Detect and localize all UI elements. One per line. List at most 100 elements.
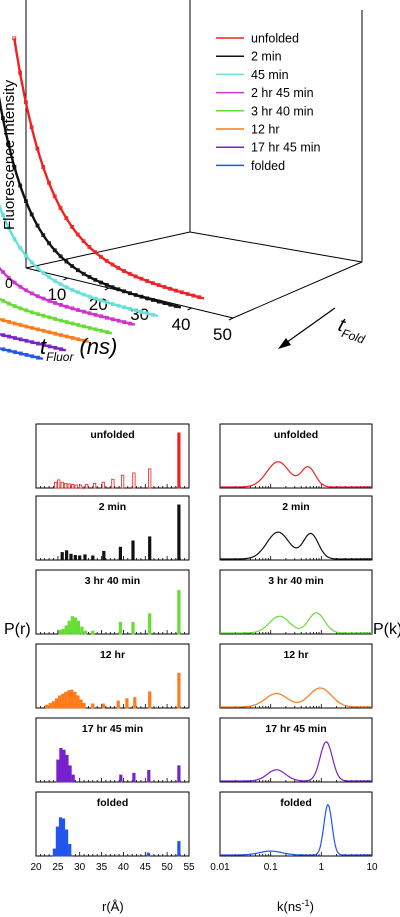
k-axis-label-main: k(ns: [277, 899, 302, 914]
pk-curve: [220, 461, 372, 488]
data-point: [41, 343, 46, 347]
data-point: [24, 338, 29, 343]
data-point: [59, 347, 63, 352]
data-point: [87, 245, 92, 249]
x-axis-label-unit: (ns): [79, 334, 117, 359]
pk-panel-title: 3 hr 40 min: [268, 575, 323, 587]
decay-series-0: [12, 36, 205, 300]
pr-bar: [148, 536, 152, 561]
data-point: [53, 331, 58, 336]
pr-panel-title: 17 hr 45 min: [82, 723, 143, 735]
data-point: [7, 319, 11, 324]
pr-bar: [51, 701, 56, 709]
data-point: [76, 308, 80, 313]
r-tick-label: 20: [30, 862, 42, 873]
data-point: [70, 335, 75, 340]
r-tick-label: 45: [140, 862, 152, 873]
pr-bar: [62, 749, 66, 783]
data-point: [151, 312, 156, 317]
data-point: [12, 304, 17, 309]
data-point: [64, 285, 69, 290]
pr-panel-frame: [35, 569, 190, 635]
data-point: [133, 308, 138, 313]
pr-bar: [111, 478, 115, 489]
decay-curve: [0, 333, 67, 352]
data-point: [29, 125, 34, 130]
data-point: [139, 294, 144, 299]
data-point: [128, 321, 133, 326]
r-tick-label: 55: [183, 862, 195, 873]
pr-bar: [125, 698, 129, 709]
data-point: [116, 266, 121, 270]
floor-right-edge: [232, 261, 363, 319]
pr-bar: [69, 553, 73, 561]
r-tick-label: 30: [74, 862, 86, 873]
data-point: [110, 262, 115, 267]
decay-series-4: [0, 297, 113, 335]
legend-entry: 45 min: [216, 68, 289, 82]
pk-panel-title: unfolded: [274, 429, 318, 441]
pr-panel-title: folded: [97, 797, 129, 809]
pk-panel-2: 3 hr 40 min: [219, 569, 373, 635]
pk-panel-title: folded: [280, 797, 312, 809]
data-point: [145, 296, 150, 301]
data-point: [24, 253, 29, 258]
data-point: [70, 287, 75, 292]
pr-panel-3: 12 hr: [35, 643, 190, 709]
data-point: [35, 312, 40, 317]
data-point: [145, 279, 150, 283]
pr-bar: [132, 472, 136, 489]
pr-bar: [119, 774, 123, 783]
data-point: [99, 298, 103, 303]
pr-bar: [70, 689, 74, 709]
pr-bar: [133, 697, 137, 709]
x-tick-label: 40: [172, 315, 191, 334]
pr-bar: [79, 484, 83, 489]
pr-panel-frame: [35, 423, 190, 489]
rate-distribution-panels: unfolded 2 min 3 hr 40 min 12 hr 17 hr 45 mi…: [219, 423, 373, 857]
data-point: [35, 223, 40, 228]
decay-curves: [0, 36, 205, 361]
data-point: [122, 269, 126, 273]
data-point: [47, 241, 51, 246]
data-point: [174, 288, 178, 293]
pr-bar: [58, 630, 62, 635]
decay-series-7: [0, 347, 44, 361]
pr-bar: [60, 481, 64, 489]
data-point: [36, 327, 40, 332]
data-point: [64, 216, 69, 221]
data-point: [36, 355, 40, 360]
data-point: [59, 318, 63, 323]
data-point: [122, 305, 127, 310]
legend-label: 17 hr 45 min: [251, 141, 321, 155]
data-point: [122, 289, 126, 294]
x-axis-label-sub: Fluor: [46, 350, 74, 364]
data-point: [47, 330, 52, 335]
data-point: [70, 224, 74, 229]
data-point: [6, 142, 11, 147]
pr-bar: [67, 620, 71, 635]
pr-bar: [76, 695, 80, 709]
pr-panel-title: 3 hr 40 min: [85, 575, 140, 587]
legend-entry: 17 hr 45 min: [216, 141, 321, 155]
data-point: [41, 296, 46, 301]
x-tick: [187, 307, 192, 311]
depth-axis-label-sub: Fold: [340, 326, 367, 347]
decay-curve: [0, 347, 44, 361]
data-point: [52, 248, 57, 253]
data-point: [23, 100, 28, 105]
pk-curve: [220, 531, 372, 560]
data-point: [104, 258, 109, 263]
pr-bar: [55, 826, 60, 857]
pr-bar: [91, 703, 95, 709]
pr-bar: [73, 691, 77, 709]
pr-bar: [131, 540, 135, 561]
pr-bar: [102, 550, 106, 561]
data-point: [30, 340, 35, 345]
pk-curve: [220, 803, 372, 856]
data-point: [29, 260, 34, 265]
pk-panel-4: 17 hr 45 min: [219, 717, 373, 783]
pk-panel-frame: [219, 495, 373, 561]
data-point: [105, 315, 109, 320]
pk-curve: [220, 741, 372, 782]
